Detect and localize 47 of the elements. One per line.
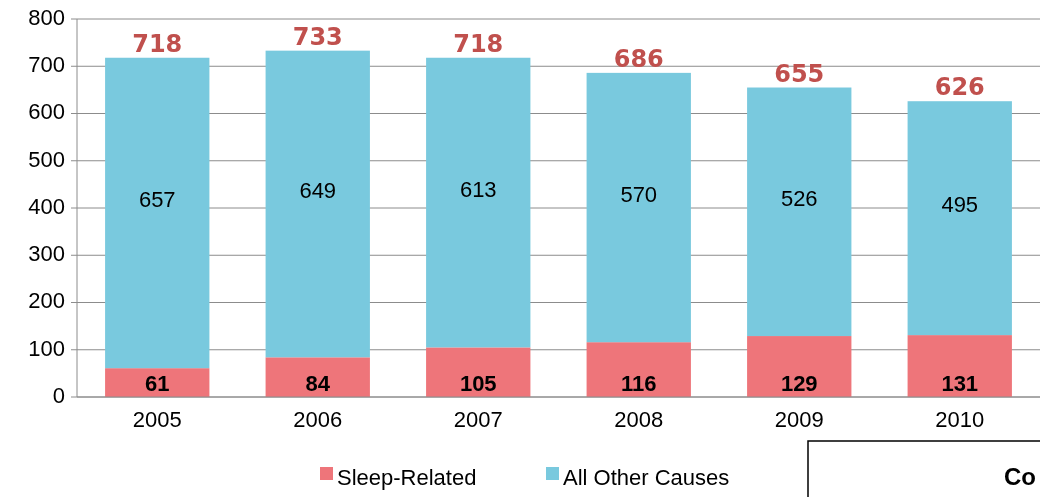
y-tick-label: 200 [28, 288, 65, 314]
y-tick-label: 600 [28, 99, 65, 125]
data-label: 129 [780, 371, 818, 396]
bar [907, 101, 1012, 336]
data-label: 61 [145, 371, 170, 396]
bar [747, 336, 852, 397]
total-label: 655 [774, 59, 825, 88]
data-label: 570 [620, 181, 658, 207]
legend-label: Sleep-Related [337, 464, 477, 490]
data-label: 649 [299, 177, 337, 203]
data-label: 116 [621, 371, 657, 396]
bar [265, 50, 370, 358]
total-label: 686 [613, 44, 664, 73]
x-tick-label: 2006 [293, 407, 343, 432]
data-label: 131 [941, 371, 979, 396]
x-tick-label: 2005 [132, 407, 182, 432]
bar [105, 57, 210, 369]
bar [426, 347, 531, 397]
data-label: 84 [305, 371, 331, 396]
data-label: 613 [459, 176, 497, 202]
data-label: 526 [780, 185, 818, 211]
data-label: 105 [459, 371, 497, 396]
bar [907, 335, 1012, 397]
legend-label: All Other Causes [563, 464, 730, 490]
bar [426, 57, 531, 348]
y-tick-label: 0 [52, 382, 65, 408]
y-tick-label: 500 [28, 146, 65, 172]
y-tick-label: 300 [28, 241, 65, 267]
x-tick-label: 2010 [935, 407, 985, 432]
data-label: 495 [941, 192, 979, 218]
x-tick-label: 2007 [453, 407, 503, 432]
total-label: 718 [132, 29, 183, 58]
bar [265, 357, 370, 397]
bar [747, 87, 852, 337]
total-label: 626 [934, 73, 985, 102]
total-label: 718 [453, 29, 504, 58]
text: Co [1004, 463, 1036, 490]
y-tick-label: 100 [28, 335, 65, 361]
x-tick-label: 2008 [614, 407, 664, 432]
x-tick-label: 2009 [774, 407, 824, 432]
y-tick-label: 700 [28, 52, 65, 78]
bar [586, 72, 691, 343]
y-tick-label: 400 [28, 193, 65, 219]
bar [586, 342, 691, 397]
y-tick-label: 800 [28, 4, 65, 30]
total-label: 733 [292, 22, 343, 51]
data-label: 657 [138, 186, 176, 212]
